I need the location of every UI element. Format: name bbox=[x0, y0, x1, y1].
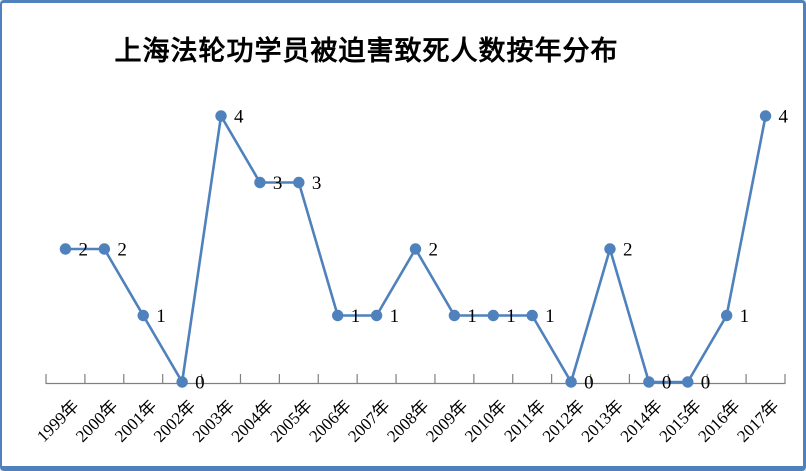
x-axis-tick-label: 2016年 bbox=[694, 396, 743, 445]
data-point-marker bbox=[526, 309, 538, 322]
data-label: 1 bbox=[156, 306, 166, 327]
x-axis-tick-label: 1999年 bbox=[33, 396, 82, 445]
data-point-marker bbox=[332, 309, 344, 322]
data-label: 2 bbox=[78, 240, 88, 261]
data-point-marker bbox=[293, 176, 305, 189]
data-label: 2 bbox=[623, 240, 633, 261]
data-point-marker bbox=[604, 243, 616, 255]
data-point-marker bbox=[720, 309, 733, 322]
data-label: 1 bbox=[390, 306, 400, 327]
data-label: 0 bbox=[195, 373, 205, 394]
data-label: 1 bbox=[545, 306, 555, 327]
x-axis-tick-label: 2014年 bbox=[617, 396, 666, 445]
data-label: 1 bbox=[351, 306, 361, 327]
data-label: 4 bbox=[779, 107, 789, 128]
data-point-marker bbox=[487, 309, 499, 322]
data-point-marker bbox=[98, 243, 111, 255]
data-point-marker bbox=[370, 309, 383, 322]
data-label: 2 bbox=[429, 240, 439, 261]
x-axis-tick-label: 2008年 bbox=[383, 396, 432, 445]
x-axis-tick-label: 2005年 bbox=[267, 396, 316, 445]
data-point-marker bbox=[682, 376, 694, 388]
data-label: 3 bbox=[312, 173, 322, 194]
data-point-marker bbox=[254, 176, 266, 189]
x-axis-tick-label: 2006年 bbox=[305, 396, 354, 445]
data-point-marker bbox=[643, 376, 655, 388]
data-point-marker bbox=[448, 309, 461, 322]
data-point-marker bbox=[215, 110, 227, 122]
data-label: 0 bbox=[662, 373, 672, 394]
x-axis-tick-label: 2007年 bbox=[344, 396, 393, 445]
data-point-marker bbox=[759, 110, 772, 122]
data-point-marker bbox=[176, 376, 188, 388]
data-label: 4 bbox=[234, 107, 244, 128]
x-axis-tick-label: 2010年 bbox=[461, 396, 510, 445]
x-axis-tick-label: 2009年 bbox=[422, 396, 471, 445]
chart-title: 上海法轮功学员被迫害致死人数按年分布 bbox=[114, 36, 619, 66]
data-label: 1 bbox=[467, 306, 477, 327]
data-label: 1 bbox=[740, 306, 750, 327]
data-label: 0 bbox=[584, 373, 594, 394]
x-axis-tick-label: 2017年 bbox=[733, 396, 782, 445]
data-point-marker bbox=[59, 243, 72, 255]
x-axis-tick-label: 2003年 bbox=[189, 396, 238, 445]
data-label: 1 bbox=[506, 306, 515, 327]
x-axis-tick-label: 2012年 bbox=[539, 396, 588, 445]
x-axis-tick-label: 2002年 bbox=[150, 396, 199, 445]
data-point-marker bbox=[409, 243, 422, 255]
x-axis-tick-label: 2015年 bbox=[655, 396, 704, 445]
data-label: 0 bbox=[701, 373, 711, 394]
x-axis-tick-label: 2004年 bbox=[228, 396, 277, 445]
x-axis-tick-label: 2011年 bbox=[500, 396, 549, 445]
data-point-marker bbox=[137, 309, 149, 322]
data-label: 2 bbox=[117, 240, 127, 261]
data-point-marker bbox=[565, 376, 577, 388]
x-axis-tick-label: 2013年 bbox=[578, 396, 627, 445]
x-axis-tick-label: 2000年 bbox=[72, 396, 121, 445]
data-label: 3 bbox=[273, 173, 283, 194]
x-axis-tick-label: 2001年 bbox=[111, 396, 160, 445]
